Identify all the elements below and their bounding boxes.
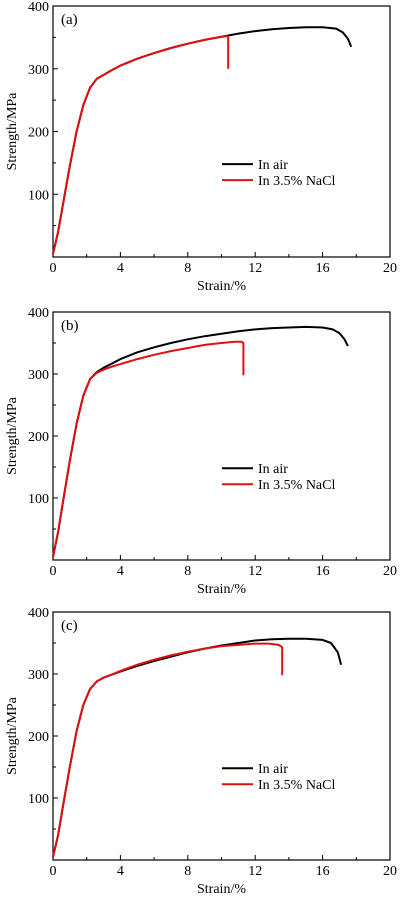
series-line-in-air — [52, 26, 353, 255]
y-axis-title: Strength/MPa — [5, 92, 20, 171]
y-axis-title: Strength/MPa — [5, 696, 20, 775]
legend-label: In air — [258, 762, 288, 777]
panel-label: (c) — [61, 618, 78, 634]
y-tick-label: 400 — [28, 606, 49, 621]
y-tick-label: 100 — [28, 792, 49, 807]
x-axis-title: Strain/% — [197, 279, 246, 294]
x-tick-label: 20 — [383, 864, 397, 879]
x-tick-label: 4 — [117, 261, 124, 276]
chart-panel: 0 4 8 12 16 20 100 200 300 400 Strain/% Strength/MP… — [5, 306, 397, 597]
x-tick-label: 20 — [383, 564, 397, 579]
x-tick-label: 8 — [184, 261, 191, 276]
x-tick-label: 0 — [50, 864, 57, 879]
y-tick-label: 200 — [28, 730, 49, 745]
x-tick-label: 4 — [117, 864, 124, 879]
chart-panel: 0 4 8 12 16 20 100 200 300 400 Strain/% Strength/MP… — [5, 0, 397, 294]
y-tick-label: 400 — [28, 0, 49, 15]
y-tick-label: 300 — [28, 668, 49, 683]
y-tick-label: 400 — [28, 306, 49, 321]
x-tick-label: 0 — [50, 564, 57, 579]
legend-label: In 3.5% NaCl — [258, 174, 335, 189]
series-line-in-air — [52, 325, 349, 558]
y-tick-label: 200 — [28, 126, 49, 141]
legend-label: In 3.5% NaCl — [258, 478, 335, 493]
series-line-in-nacl — [52, 340, 245, 558]
x-tick-label: 12 — [248, 261, 262, 276]
x-tick-label: 16 — [316, 564, 330, 579]
y-tick-label: 300 — [28, 63, 49, 78]
x-tick-label: 16 — [316, 864, 330, 879]
panel-label: (a) — [61, 12, 78, 28]
legend-label: In 3.5% NaCl — [258, 778, 335, 793]
series-line-in-air — [52, 637, 343, 858]
x-tick-label: 16 — [316, 261, 330, 276]
x-tick-label: 4 — [117, 564, 124, 579]
y-tick-label: 100 — [28, 188, 49, 203]
x-axis-title: Strain/% — [197, 882, 246, 897]
x-tick-label: 8 — [184, 864, 191, 879]
x-tick-label: 12 — [248, 864, 262, 879]
y-tick-label: 300 — [28, 368, 49, 383]
series-line-in-nacl — [52, 35, 230, 255]
panel-label: (b) — [61, 318, 79, 334]
y-tick-label: 100 — [28, 492, 49, 507]
legend-label: In air — [258, 158, 288, 173]
plot-frame — [52, 311, 391, 561]
x-axis-title: Strain/% — [197, 582, 246, 597]
x-tick-label: 20 — [383, 261, 397, 276]
y-axis-title: Strength/MPa — [5, 396, 20, 475]
x-tick-label: 8 — [184, 564, 191, 579]
x-tick-label: 12 — [248, 564, 262, 579]
x-tick-label: 0 — [50, 261, 57, 276]
legend-label: In air — [258, 462, 288, 477]
chart-panel: 0 4 8 12 16 20 100 200 300 400 Strain/% Strength/MP… — [5, 606, 397, 897]
series-line-in-nacl — [52, 642, 284, 858]
plot-frame — [52, 5, 391, 258]
plot-frame — [52, 611, 391, 861]
y-tick-label: 200 — [28, 430, 49, 445]
